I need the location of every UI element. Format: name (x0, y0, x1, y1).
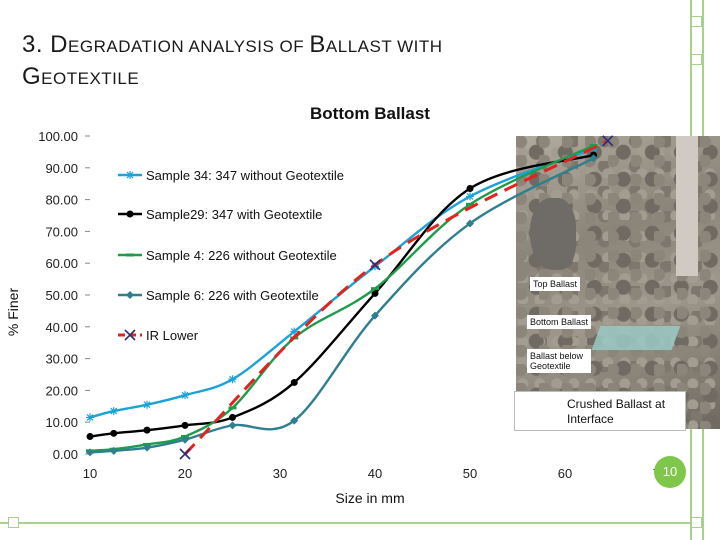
legend-label: IR Lower (146, 328, 199, 343)
data-point (290, 327, 299, 336)
y-tick-label: 0.00 (53, 447, 78, 462)
y-axis-label: % Finer (5, 288, 21, 337)
data-point (371, 289, 379, 297)
data-point (229, 413, 236, 421)
ballast-rock (530, 198, 576, 270)
data-point (86, 413, 94, 422)
y-tick-label: 90.00 (45, 161, 78, 176)
data-point (179, 448, 191, 460)
photo-label-bottom-ballast: Bottom Ballast (527, 315, 592, 329)
x-tick-label: 20 (178, 466, 192, 481)
photo-label-below-geotextile-text: Ballast below Geotextile (530, 351, 584, 371)
y-tick-label: 20.00 (45, 383, 78, 398)
legend-marker (126, 171, 134, 179)
data-point (143, 400, 151, 409)
y-tick-label: 80.00 (45, 193, 78, 208)
y-tick-label: 70.00 (45, 224, 78, 239)
y-tick-label: 40.00 (45, 320, 78, 335)
legend-label: Sample 34: 347 without Geotextile (146, 168, 344, 183)
series-line-3 (89, 157, 595, 454)
title-segment: G (22, 63, 42, 90)
title-segment: EOTEXTILE (41, 69, 140, 88)
legend-marker (126, 210, 134, 218)
data-point (109, 407, 118, 416)
crushed-ballast-callout: Crushed Ballast at Interface (514, 391, 686, 431)
data-point (181, 391, 189, 400)
legend-label: Sample 4: 226 without Geotextile (146, 248, 337, 263)
frame-square-top (691, 16, 702, 27)
data-point (110, 429, 118, 437)
data-point (181, 421, 189, 429)
x-tick-label: 10 (83, 466, 97, 481)
y-tick-label: 30.00 (45, 352, 78, 367)
data-point (466, 219, 474, 228)
legend-marker (124, 329, 136, 341)
series-line-2 (89, 144, 595, 453)
photo-post (676, 136, 698, 276)
data-point (466, 192, 474, 201)
photo-label-below-geotextile: Ballast below Geotextile (527, 349, 591, 373)
y-tick-label: 50.00 (45, 288, 78, 303)
title-segment: 3. D (22, 31, 69, 58)
x-tick-label: 60 (558, 466, 572, 481)
x-tick-label: 40 (368, 466, 382, 481)
data-point (290, 378, 298, 386)
legend-marker (126, 291, 134, 299)
data-point (466, 184, 474, 192)
frame-corner-square (691, 517, 702, 528)
data-point (228, 421, 237, 430)
series-line-0 (89, 147, 594, 419)
title-segment: ALLAST WITH (325, 37, 443, 56)
data-point (589, 154, 598, 163)
frame-square-mid (691, 54, 702, 65)
series-line-1 (89, 153, 594, 438)
data-point (228, 375, 237, 384)
legend-label: Sample29: 347 with Geotextile (146, 207, 322, 222)
chart-title: Bottom Ballast (310, 104, 430, 123)
data-point (143, 443, 151, 452)
x-axis-label: Size in mm (335, 490, 404, 506)
y-tick-label: 10.00 (45, 415, 78, 430)
title-segment: EGRADATION ANALYSIS OF (68, 37, 310, 56)
data-point (369, 259, 381, 271)
data-point (602, 135, 614, 147)
y-tick-label: 100.00 (38, 129, 78, 144)
x-tick-label: 50 (463, 466, 477, 481)
data-point (109, 446, 118, 455)
page-number-badge: 10 (654, 456, 686, 488)
title-segment: B (309, 31, 326, 58)
photo-label-top-ballast: Top Ballast (530, 277, 581, 291)
frame-line-bottom (0, 522, 692, 524)
data-point (86, 448, 94, 457)
data-point (290, 416, 299, 425)
data-point (86, 433, 94, 441)
data-point (181, 435, 189, 444)
slide-title-line1: 3. DEGRADATION ANALYSIS OF BALLAST WITH (22, 30, 662, 62)
frame-square-left (8, 517, 19, 528)
y-tick-label: 60.00 (45, 256, 78, 271)
slide-title: 3. DEGRADATION ANALYSIS OF BALLAST WITH … (22, 30, 662, 94)
data-point (371, 311, 379, 320)
slide-title-line2: GEOTEXTILE (22, 62, 662, 94)
x-tick-label: 30 (273, 466, 287, 481)
data-point (143, 426, 151, 434)
legend-label: Sample 6: 226 with Geotextile (146, 288, 319, 303)
